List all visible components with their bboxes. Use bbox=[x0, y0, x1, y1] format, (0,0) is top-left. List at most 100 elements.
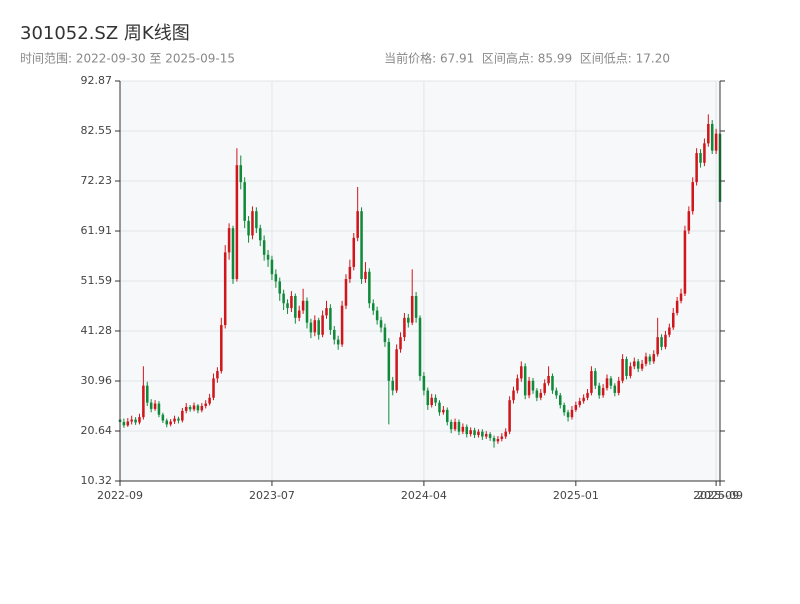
candle-body bbox=[383, 327, 387, 343]
candle-body bbox=[379, 320, 383, 328]
candle-body bbox=[212, 378, 215, 398]
candle-body bbox=[138, 417, 141, 423]
candle-body bbox=[461, 426, 465, 432]
candle-body bbox=[477, 431, 480, 436]
candle-body bbox=[492, 437, 496, 442]
candle-body bbox=[149, 402, 153, 409]
x-tick-label: 2022-09 bbox=[97, 489, 143, 502]
candle-body bbox=[613, 385, 617, 393]
candle-body bbox=[671, 312, 675, 328]
candle-body bbox=[348, 266, 352, 280]
candle-body bbox=[247, 220, 250, 236]
candle-body bbox=[539, 392, 543, 398]
candle-body bbox=[391, 380, 394, 391]
axes: 10.32 20.64 30.96 41.28 51.59 61.91 72.23 82.55… bbox=[81, 74, 743, 502]
candle-body bbox=[508, 400, 511, 432]
candle-body bbox=[134, 419, 137, 423]
candle-body bbox=[640, 363, 644, 369]
candle-body bbox=[512, 390, 515, 401]
candle-body bbox=[687, 211, 691, 231]
candle-body bbox=[679, 293, 683, 301]
candle-body bbox=[270, 259, 274, 275]
candle-body bbox=[664, 334, 667, 347]
candle-body bbox=[675, 300, 679, 313]
y-tick-label: 30.96 bbox=[81, 374, 113, 387]
candle-body bbox=[597, 385, 601, 396]
candle-body bbox=[558, 395, 562, 406]
y-tick-label: 10.32 bbox=[81, 474, 113, 487]
candle-body bbox=[329, 308, 332, 330]
candle-body bbox=[371, 303, 375, 311]
candle-body bbox=[601, 388, 605, 396]
candle-body bbox=[286, 303, 289, 309]
y-tick-label: 20.64 bbox=[81, 424, 113, 437]
candle-body bbox=[516, 378, 519, 391]
candle-body bbox=[652, 354, 656, 362]
candle-body bbox=[660, 337, 663, 347]
candle-body bbox=[333, 329, 336, 340]
candle-body bbox=[142, 385, 145, 418]
candle-body bbox=[523, 366, 527, 396]
candle-body bbox=[181, 410, 184, 421]
candle-body bbox=[317, 320, 320, 335]
candle-body bbox=[535, 390, 539, 398]
candle-body bbox=[146, 385, 149, 403]
candle-body bbox=[629, 366, 632, 376]
candle-body bbox=[336, 339, 340, 345]
candle-body bbox=[321, 315, 324, 335]
candle-body bbox=[208, 397, 211, 404]
candle-body bbox=[344, 279, 348, 306]
candle-body bbox=[220, 325, 223, 372]
candle-body bbox=[457, 421, 461, 432]
candle-body bbox=[122, 421, 126, 426]
candle-body bbox=[586, 392, 589, 398]
candle-body bbox=[551, 375, 554, 391]
candle-body bbox=[313, 320, 317, 333]
candle-body bbox=[251, 211, 254, 236]
candle-body bbox=[192, 405, 196, 410]
candle-body bbox=[227, 228, 231, 253]
candle-body bbox=[453, 421, 457, 430]
candle-body bbox=[594, 371, 597, 386]
candle-body bbox=[340, 305, 344, 345]
candle-body bbox=[266, 254, 270, 260]
candle-body bbox=[130, 419, 133, 422]
candle-body bbox=[496, 438, 500, 442]
candle-body bbox=[438, 402, 441, 413]
candle-body bbox=[707, 123, 710, 144]
candle-body bbox=[231, 228, 235, 280]
candle-body bbox=[395, 349, 398, 391]
candle-body bbox=[414, 295, 418, 318]
candle-body bbox=[481, 431, 484, 437]
candle-body bbox=[200, 405, 204, 411]
candle-body bbox=[578, 401, 582, 406]
candle-body bbox=[196, 405, 200, 411]
candle-body bbox=[239, 165, 243, 183]
candle-body bbox=[500, 436, 504, 439]
candle-body bbox=[216, 371, 219, 379]
candle-body bbox=[297, 310, 301, 318]
candle-body bbox=[446, 409, 449, 422]
candle-body bbox=[609, 378, 613, 386]
chart-title: 301052.SZ 周K线图 bbox=[20, 23, 190, 44]
candle-body bbox=[360, 211, 363, 280]
candle-body bbox=[473, 430, 476, 436]
candle-body bbox=[169, 421, 172, 425]
candle-body bbox=[625, 358, 628, 376]
candle-body bbox=[695, 153, 698, 183]
candle-body bbox=[547, 375, 550, 384]
subtitle: 时间范围: 2022-09-30 至 2025-09-15 bbox=[20, 52, 235, 66]
candle-body bbox=[387, 342, 391, 381]
candle-body bbox=[555, 390, 558, 396]
candle-body bbox=[531, 380, 535, 391]
candle-body bbox=[430, 397, 433, 406]
y-tick-label: 41.28 bbox=[81, 324, 113, 337]
candle-body bbox=[422, 375, 426, 391]
candle-body bbox=[683, 230, 687, 294]
candle-body bbox=[703, 143, 706, 163]
y-tick-label: 51.59 bbox=[81, 274, 113, 287]
candle-body bbox=[282, 293, 285, 304]
candle-body bbox=[161, 414, 165, 421]
candle-body bbox=[469, 430, 472, 435]
